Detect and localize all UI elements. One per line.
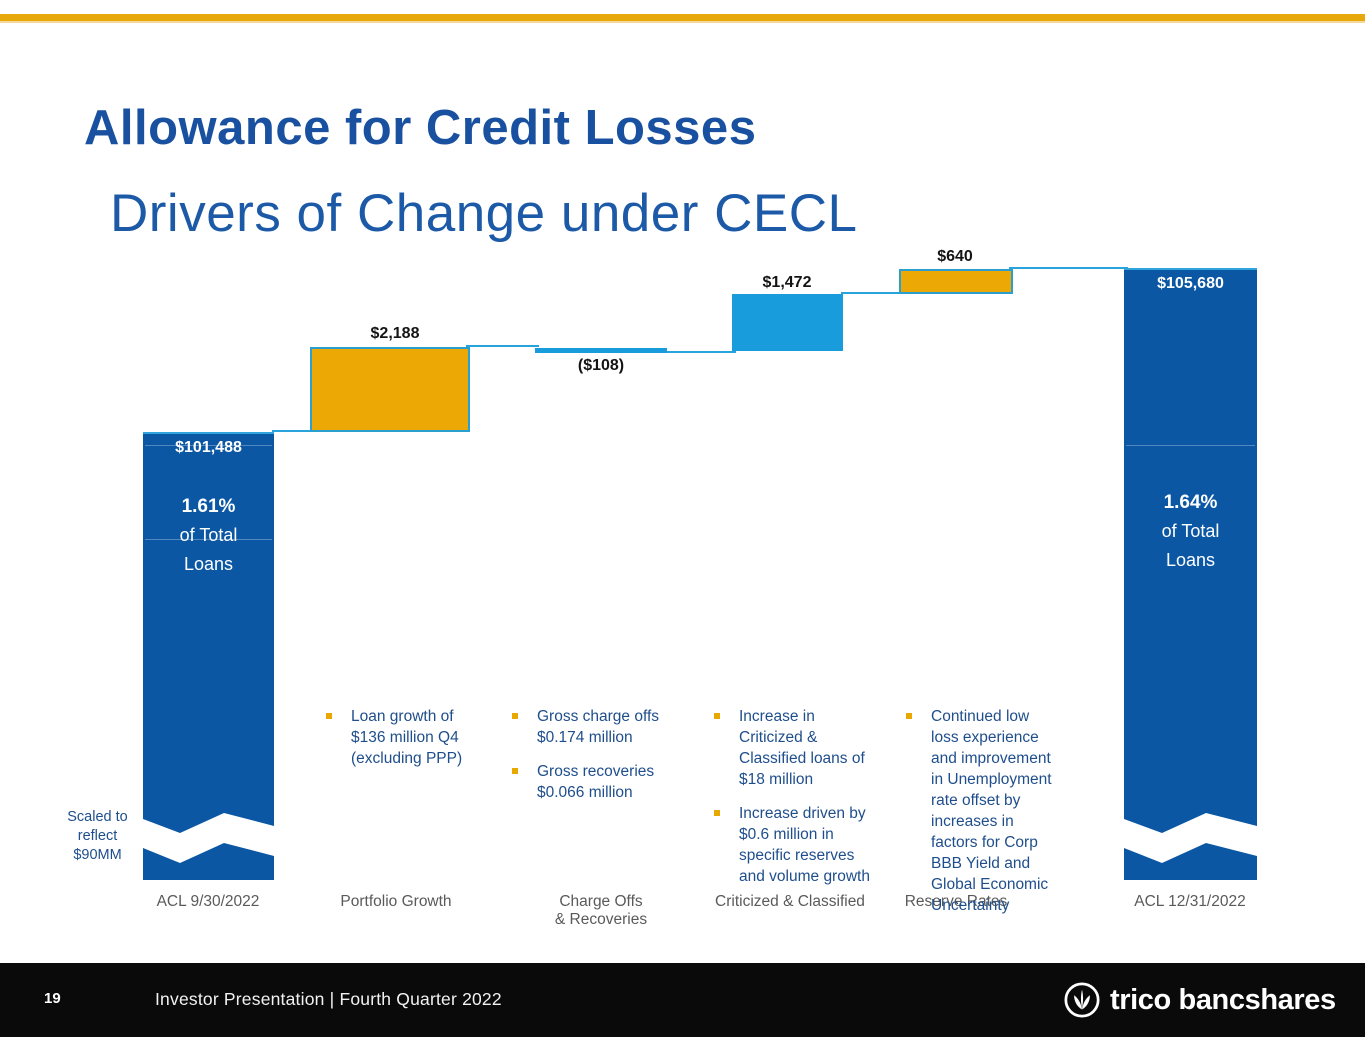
axis-label-portfolio-growth: Portfolio Growth <box>340 893 452 910</box>
note-item: Gross charge offs $0.174 million <box>512 706 680 748</box>
page-number: 19 <box>44 990 61 1007</box>
note-text: Continued low loss experience and improv… <box>931 708 1052 914</box>
footer <box>0 963 1365 1037</box>
pct-value: 1.64% <box>1163 492 1218 513</box>
connector-line-2 <box>466 345 539 347</box>
bullet-square-icon <box>714 713 720 719</box>
pct-of-total-loans: 1.64% of Total Loans <box>1124 488 1257 575</box>
bar-divider-line <box>145 539 272 540</box>
pct-line2: of Total <box>1161 521 1220 541</box>
note-item: Increase driven by $0.6 million in speci… <box>714 803 892 887</box>
pct-line2: of Total <box>179 525 238 545</box>
note-text: Increase driven by $0.6 million in speci… <box>739 805 870 885</box>
bar-criticized-classified <box>732 294 843 351</box>
bar-portfolio-growth <box>310 347 470 432</box>
page-title: Allowance for Credit Losses <box>84 101 757 155</box>
label-charge-offs: ($108) <box>577 357 625 374</box>
note-item: Increase in Criticized & Classified loan… <box>714 706 892 790</box>
bar-charge-offs <box>535 348 667 353</box>
pct-line3: Loans <box>183 554 234 574</box>
pct-value: 1.61% <box>181 496 236 517</box>
bar-divider-line <box>1126 445 1255 446</box>
notes-portfolio-growth: Loan growth of $136 million Q4 (excludin… <box>326 706 484 782</box>
waterfall-chart: $101,488 1.61% of Total Loans $2,188 ($1… <box>0 240 1365 940</box>
connector-line-5 <box>1009 267 1128 269</box>
note-text: Loan growth of $136 million Q4 (excludin… <box>351 708 463 767</box>
label-criticized-classified: $1,472 <box>762 274 812 291</box>
axis-label-acl-end: ACL 12/31/2022 <box>1134 893 1246 910</box>
label-reserve-rates: $640 <box>937 248 973 265</box>
connector-line-3 <box>665 351 736 353</box>
logo-text: trico bancshares <box>1110 983 1336 1016</box>
pct-line3: Loans <box>1165 550 1216 570</box>
bar-acl-start: $101,488 1.61% of Total Loans <box>143 432 274 880</box>
bar-acl-end: $105,680 1.64% of Total Loans <box>1124 268 1257 880</box>
note-item: Gross recoveries $0.066 million <box>512 761 680 803</box>
footer-text: Investor Presentation | Fourth Quarter 2… <box>155 989 502 1009</box>
top-accent-bar <box>0 14 1365 23</box>
bullet-square-icon <box>512 768 518 774</box>
bar-value-label: $105,680 <box>1157 275 1224 292</box>
tree-in-circle-icon <box>1064 982 1100 1018</box>
note-text: Increase in Criticized & Classified loan… <box>739 708 865 788</box>
connector-line-4 <box>841 292 903 294</box>
note-item: Continued low loss experience and improv… <box>906 706 1076 916</box>
note-text: Gross recoveries $0.066 million <box>537 763 655 801</box>
scale-note: Scaled to reflect $90MM <box>67 809 128 863</box>
label-portfolio-growth: $2,188 <box>370 325 420 342</box>
axis-label-charge-offs: Charge Offs & Recoveries <box>554 893 648 928</box>
pct-of-total-loans: 1.61% of Total Loans <box>143 492 274 579</box>
bullet-square-icon <box>326 713 332 719</box>
notes-charge-offs: Gross charge offs $0.174 million Gross r… <box>512 706 680 816</box>
trico-bancshares-logo: trico bancshares <box>1063 981 1336 1019</box>
axis-label-reserve-rates: Reserve Rates <box>904 893 1008 910</box>
page-subtitle: Drivers of Change under CECL <box>110 184 858 243</box>
bar-value-label: $101,488 <box>175 439 242 456</box>
notes-reserve-rates: Continued low loss experience and improv… <box>906 706 1076 929</box>
notes-criticized-classified: Increase in Criticized & Classified loan… <box>714 706 892 900</box>
axis-label-acl-start: ACL 9/30/2022 <box>156 893 260 910</box>
bullet-square-icon <box>714 810 720 816</box>
bar-divider-line <box>145 445 272 446</box>
axis-label-criticized: Criticized & Classified <box>715 893 865 910</box>
bar-break-zigzag-icon <box>143 813 274 863</box>
bar-reserve-rates <box>899 269 1013 294</box>
connector-line-1 <box>272 430 314 432</box>
note-item: Loan growth of $136 million Q4 (excludin… <box>326 706 484 769</box>
bullet-square-icon <box>512 713 518 719</box>
bullet-square-icon <box>906 713 912 719</box>
note-text: Gross charge offs $0.174 million <box>537 708 660 746</box>
bar-break-zigzag-icon <box>1124 813 1257 863</box>
